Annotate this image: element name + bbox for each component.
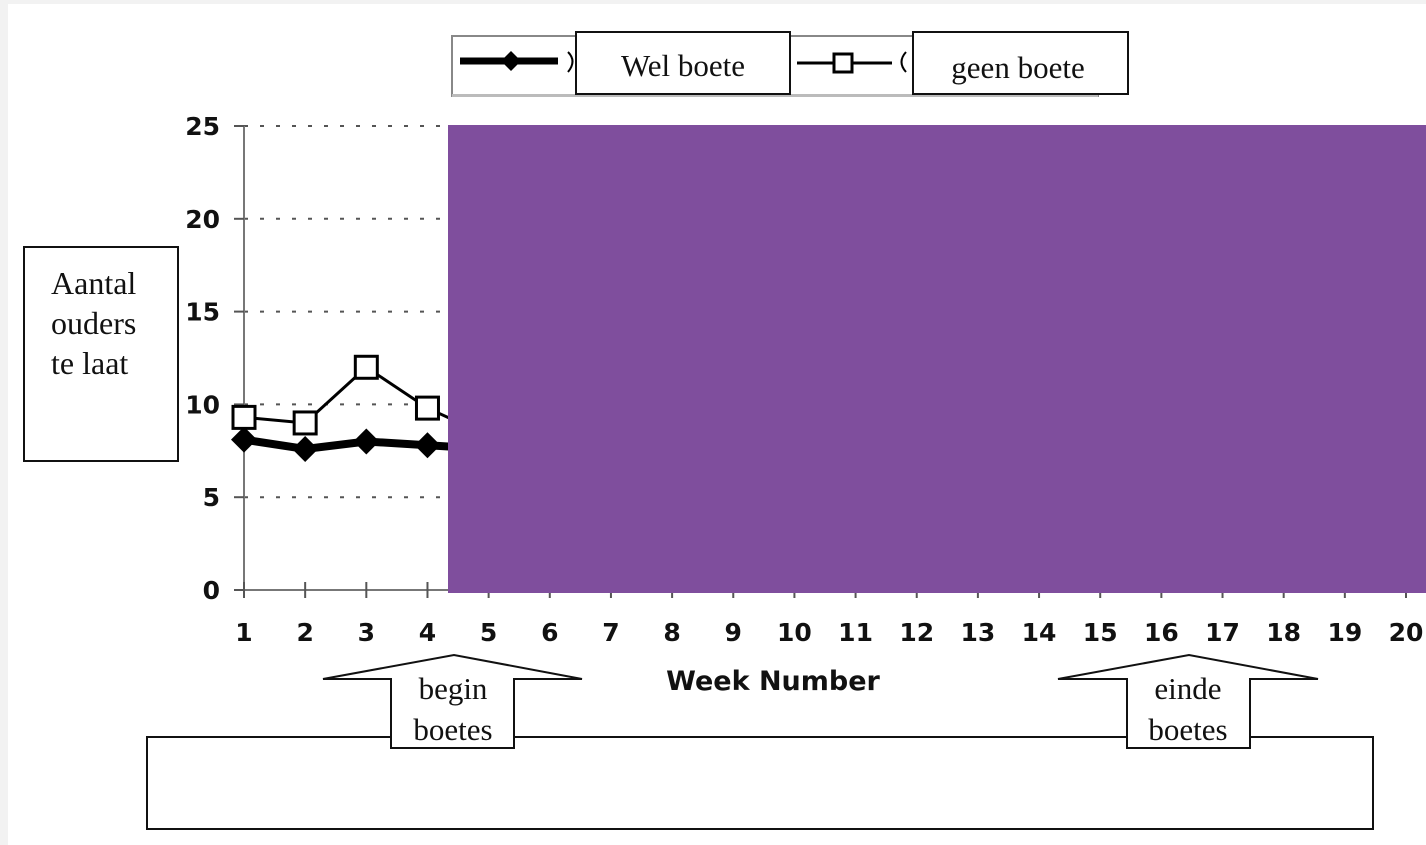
point-geen-boete-4 — [414, 395, 440, 421]
point-geen-boete-3 — [353, 354, 379, 380]
y-tick-label-20: 20 — [185, 205, 220, 234]
legend-label-box-wel-boete — [575, 31, 791, 95]
end-fines-arrow: einde boetes — [1057, 653, 1319, 749]
x-tick-label-12: 12 — [899, 618, 934, 647]
x-tick-label-7: 7 — [602, 618, 619, 647]
x-tick-label-1: 1 — [235, 618, 252, 647]
x-tick-label-17: 17 — [1205, 618, 1240, 647]
point-wel-boete-1 — [231, 426, 257, 453]
end-fines-label-line-2: boetes — [1148, 712, 1227, 747]
x-tick-label-11: 11 — [838, 618, 873, 647]
legend-label-wel-boete: Wel boete — [621, 48, 745, 83]
x-tick-label-10: 10 — [777, 618, 812, 647]
x-tick-labels: 1 2 3 4 5 6 7 8 9 10 11 12 13 14 15 16 17 18 19 20 — [235, 618, 1423, 647]
begin-fines-label-line-1: begin — [419, 671, 488, 706]
y-tick-label-25: 25 — [185, 112, 220, 141]
y-tick-label-5: 5 — [203, 483, 220, 512]
x-tick-label-9: 9 — [725, 618, 742, 647]
y-tick-label-10: 10 — [185, 390, 220, 419]
x-tick-label-14: 14 — [1022, 618, 1057, 647]
point-wel-boete-4 — [414, 432, 441, 459]
x-tick-label-3: 3 — [358, 618, 375, 647]
x-tick-label-4: 4 — [419, 618, 436, 647]
x-tick-label-15: 15 — [1083, 618, 1118, 647]
x-tick-label-2: 2 — [296, 618, 313, 647]
begin-fines-arrow: begin boetes — [322, 653, 583, 749]
x-tick-label-19: 19 — [1327, 618, 1362, 647]
legend-label-geen-boete: geen boete — [951, 50, 1084, 85]
y-axis-label-line-1: Aantal — [51, 265, 136, 301]
y-axis-label-line-3: te laat — [51, 345, 128, 381]
point-wel-boete-3 — [353, 428, 380, 455]
end-fines-label-line-1: einde — [1154, 671, 1221, 706]
x-tick-label-6: 6 — [541, 618, 558, 647]
point-wel-boete-2 — [292, 435, 319, 462]
y-tick-labels: 0 5 10 15 20 25 — [185, 112, 220, 605]
y-axis-label-line-2: ouders — [51, 305, 136, 341]
x-tick-label-8: 8 — [663, 618, 680, 647]
y-tick-label-15: 15 — [185, 298, 220, 327]
legend: Wel boete geen boete — [451, 31, 1129, 97]
legend-swatch-geen-boete — [797, 51, 907, 74]
x-tick-label-18: 18 — [1266, 618, 1301, 647]
x-axis-title: Week Number — [666, 666, 880, 697]
overlay-block — [448, 125, 1426, 593]
x-tick-label-20: 20 — [1389, 618, 1424, 647]
legend-label-box-geen-boete — [912, 31, 1129, 95]
x-tick-label-16: 16 — [1144, 618, 1179, 647]
legend-swatch-wel-boete — [460, 51, 574, 73]
y-axis-label-box: Aantal ouders te laat — [23, 246, 179, 462]
x-tick-label-13: 13 — [960, 618, 995, 647]
point-geen-boete-1 — [231, 404, 257, 430]
x-tick-label-5: 5 — [480, 618, 497, 647]
bottom-caption-box — [146, 736, 1374, 830]
point-geen-boete-2 — [292, 410, 318, 436]
begin-fines-label-line-2: boetes — [413, 712, 492, 747]
y-tick-label-0: 0 — [203, 576, 220, 605]
